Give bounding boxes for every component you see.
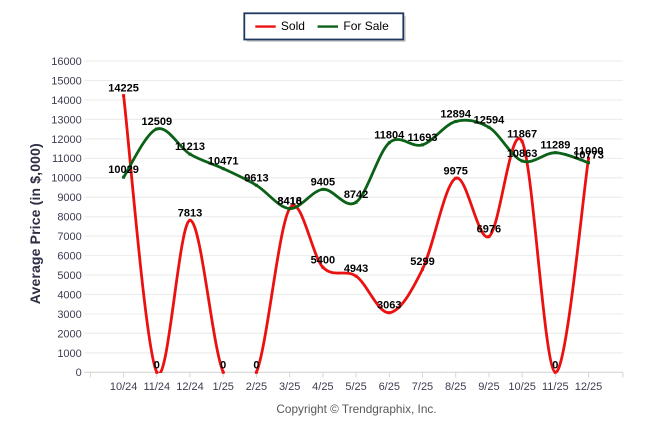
svg-text:5299: 5299	[410, 256, 434, 268]
svg-text:8416: 8416	[277, 196, 301, 208]
svg-text:3063: 3063	[377, 300, 401, 312]
svg-text:8742: 8742	[344, 189, 368, 201]
svg-text:7813: 7813	[178, 207, 202, 219]
svg-text:8000: 8000	[57, 212, 81, 224]
svg-text:12594: 12594	[474, 114, 505, 126]
svg-text:14225: 14225	[108, 83, 139, 95]
svg-text:3000: 3000	[57, 309, 81, 321]
svg-text:4/25: 4/25	[312, 381, 333, 393]
svg-text:11213: 11213	[175, 141, 205, 153]
svg-text:Average Price (in $,000): Average Price (in $,000)	[27, 143, 43, 304]
svg-text:5000: 5000	[57, 270, 81, 282]
svg-text:2000: 2000	[57, 328, 81, 340]
svg-text:4000: 4000	[57, 289, 81, 301]
svg-text:14000: 14000	[51, 95, 82, 107]
svg-text:12/25: 12/25	[575, 381, 603, 393]
svg-text:12/24: 12/24	[176, 381, 204, 393]
svg-text:11000: 11000	[574, 145, 604, 157]
svg-text:3/25: 3/25	[279, 381, 300, 393]
svg-text:11693: 11693	[407, 132, 437, 144]
svg-text:0: 0	[253, 359, 259, 371]
svg-text:11867: 11867	[507, 128, 537, 140]
svg-text:12000: 12000	[51, 134, 82, 146]
svg-text:9975: 9975	[443, 165, 467, 177]
svg-text:10773: 10773	[573, 150, 604, 162]
svg-text:6/25: 6/25	[379, 381, 400, 393]
svg-text:Copyright © Trendgraphix, Inc.: Copyright © Trendgraphix, Inc.	[276, 402, 436, 416]
svg-text:0: 0	[76, 367, 82, 379]
svg-text:10/25: 10/25	[508, 381, 536, 393]
svg-text:12894: 12894	[440, 108, 471, 120]
svg-text:7000: 7000	[57, 231, 81, 243]
svg-text:5400: 5400	[311, 254, 335, 266]
svg-text:1000: 1000	[57, 348, 81, 360]
svg-text:6000: 6000	[57, 250, 81, 262]
svg-text:9/25: 9/25	[478, 381, 499, 393]
svg-text:11289: 11289	[540, 140, 570, 152]
svg-text:0: 0	[154, 359, 160, 371]
svg-text:12509: 12509	[142, 116, 173, 128]
svg-text:15000: 15000	[51, 75, 82, 87]
svg-text:0: 0	[552, 359, 558, 371]
svg-text:10863: 10863	[507, 148, 538, 160]
svg-text:0: 0	[220, 359, 226, 371]
svg-text:11000: 11000	[52, 153, 82, 165]
svg-text:13000: 13000	[51, 114, 82, 126]
svg-text:1/25: 1/25	[213, 381, 234, 393]
svg-text:For Sale: For Sale	[343, 19, 389, 33]
svg-text:9405: 9405	[311, 176, 335, 188]
svg-text:10/24: 10/24	[110, 381, 138, 393]
svg-text:5/25: 5/25	[345, 381, 366, 393]
svg-text:4943: 4943	[344, 263, 368, 275]
svg-text:11804: 11804	[374, 130, 405, 142]
svg-text:16000: 16000	[51, 56, 82, 68]
svg-text:8/25: 8/25	[445, 381, 466, 393]
svg-text:7/25: 7/25	[412, 381, 433, 393]
svg-text:2/25: 2/25	[246, 381, 267, 393]
svg-text:8418: 8418	[277, 196, 301, 208]
svg-text:9000: 9000	[57, 192, 81, 204]
svg-text:10000: 10000	[51, 173, 82, 185]
svg-text:11/25: 11/25	[542, 381, 569, 393]
svg-text:6976: 6976	[477, 224, 501, 236]
svg-text:10029: 10029	[108, 164, 139, 176]
svg-text:10471: 10471	[208, 156, 239, 168]
svg-text:9613: 9613	[244, 172, 268, 184]
svg-text:Sold: Sold	[281, 19, 305, 33]
svg-text:11/24: 11/24	[143, 381, 170, 393]
